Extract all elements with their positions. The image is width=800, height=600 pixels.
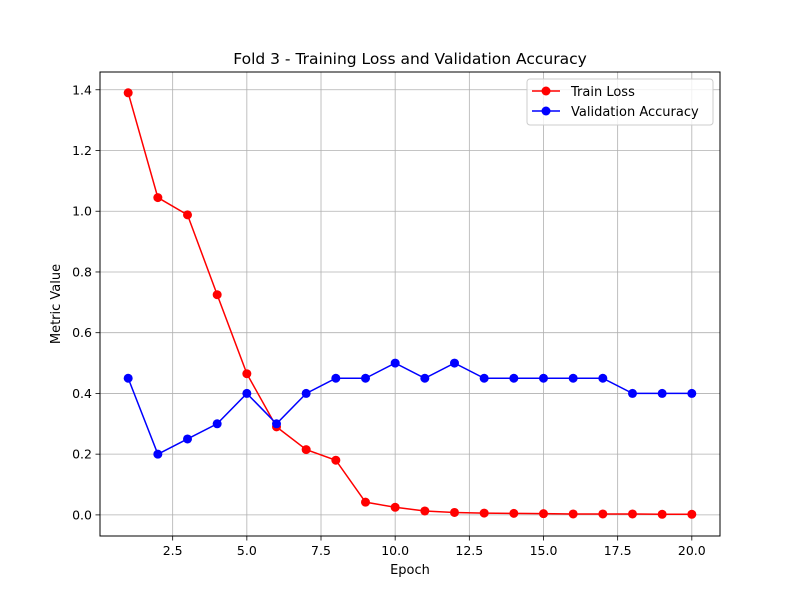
data-point-validation-accuracy <box>390 358 400 368</box>
data-point-validation-accuracy <box>272 419 282 429</box>
data-point-validation-accuracy <box>657 388 667 398</box>
y-tick-label: 0.2 <box>72 447 92 462</box>
data-point-validation-accuracy <box>538 373 548 383</box>
data-point-train-loss <box>242 369 252 379</box>
series-line-validation-accuracy <box>127 362 692 456</box>
x-tick-label: 20.0 <box>678 543 706 558</box>
legend: Train Loss Validation Accuracy <box>526 78 714 126</box>
data-point-train-loss <box>687 509 697 519</box>
y-tick-label: 1.0 <box>72 204 92 219</box>
x-axis-ticks: 2.5 5.0 7.5 10.0 12.5 15.0 17.5 20.0 <box>163 536 706 558</box>
data-point-validation-accuracy <box>183 434 193 444</box>
y-tick-label: 1.4 <box>72 82 92 97</box>
data-point-train-loss <box>420 506 430 516</box>
data-point-train-loss <box>183 210 193 220</box>
legend-marker-validation-accuracy <box>541 106 551 116</box>
data-point-train-loss <box>361 497 371 507</box>
data-point-validation-accuracy <box>212 419 222 429</box>
y-tick-label: 0.6 <box>72 325 92 340</box>
data-point-validation-accuracy <box>361 373 371 383</box>
chart-title: Fold 3 - Training Loss and Validation Ac… <box>233 50 587 68</box>
series-line-train-loss <box>127 92 692 516</box>
x-tick-label: 15.0 <box>530 543 558 558</box>
grid <box>100 72 720 536</box>
data-point-validation-accuracy <box>153 449 163 459</box>
x-tick-label: 7.5 <box>311 543 331 558</box>
plot-frame <box>99 71 721 537</box>
data-point-validation-accuracy <box>331 373 341 383</box>
plot-series <box>123 88 697 519</box>
data-point-validation-accuracy <box>687 388 697 398</box>
data-point-train-loss <box>153 193 163 203</box>
data-point-validation-accuracy <box>598 373 608 383</box>
y-tick-label: 0.8 <box>72 264 92 279</box>
data-point-train-loss <box>568 509 578 519</box>
data-point-validation-accuracy <box>479 373 489 383</box>
data-point-train-loss <box>449 507 459 517</box>
data-point-train-loss <box>509 508 519 518</box>
legend-marker-train-loss <box>541 86 551 96</box>
data-point-train-loss <box>301 445 311 455</box>
legend-label-train-loss: Train Loss <box>570 85 635 100</box>
data-point-train-loss <box>212 290 222 300</box>
data-point-validation-accuracy <box>568 373 578 383</box>
y-axis-ticks: 0.0 0.2 0.4 0.6 0.8 1.0 1.2 1.4 <box>72 82 100 522</box>
y-axis-label: Metric Value <box>49 264 64 344</box>
legend-box <box>526 78 714 126</box>
data-point-validation-accuracy <box>449 358 459 368</box>
y-tick-label: 0.0 <box>72 507 92 522</box>
data-point-validation-accuracy <box>627 388 637 398</box>
data-point-train-loss <box>390 502 400 512</box>
legend-label-validation-accuracy: Validation Accuracy <box>571 105 699 120</box>
data-point-validation-accuracy <box>242 388 252 398</box>
data-point-train-loss <box>627 509 637 519</box>
data-point-validation-accuracy <box>420 373 430 383</box>
data-point-validation-accuracy <box>509 373 519 383</box>
data-point-train-loss <box>123 88 133 98</box>
x-tick-label: 2.5 <box>163 543 183 558</box>
data-point-train-loss <box>657 509 667 519</box>
x-tick-label: 5.0 <box>237 543 257 558</box>
x-tick-label: 17.5 <box>604 543 632 558</box>
x-axis-label: Epoch <box>390 563 430 578</box>
data-point-train-loss <box>598 509 608 519</box>
series-validation-accuracy <box>123 358 697 459</box>
data-point-train-loss <box>538 509 548 519</box>
data-point-train-loss <box>331 455 341 465</box>
y-tick-label: 0.4 <box>72 386 92 401</box>
x-tick-label: 10.0 <box>381 543 409 558</box>
y-tick-label: 1.2 <box>72 143 92 158</box>
data-point-validation-accuracy <box>123 373 133 383</box>
x-tick-label: 12.5 <box>455 543 483 558</box>
data-point-train-loss <box>479 508 489 518</box>
data-point-validation-accuracy <box>301 388 311 398</box>
